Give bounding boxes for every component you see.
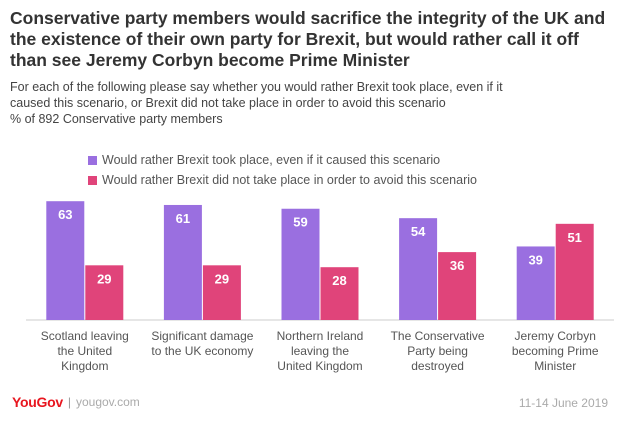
value-label-series-2-cat-5: 51 (567, 230, 581, 245)
category-label-line: destroyed (411, 359, 464, 373)
category-label-line: United Kingdom (277, 359, 362, 373)
subtitle-line-1: For each of the following please say whe… (10, 80, 503, 94)
category-label-line: Significant damage (151, 329, 253, 343)
category-label-4: The Conservative Party being destroyed (391, 329, 485, 373)
category-label-line: to the UK economy (151, 344, 253, 358)
value-label-series-2-cat-2: 29 (215, 271, 229, 286)
value-label-series-1-cat-3: 59 (293, 215, 307, 230)
value-label-series-2-cat-1: 29 (97, 271, 111, 286)
category-label-line: becoming Prime (512, 344, 599, 358)
value-label-series-2-cat-4: 36 (450, 258, 464, 273)
category-label-line: Jeremy Corbyn (515, 329, 596, 343)
category-label-line: Kingdom (61, 359, 108, 373)
bar-series-1-cat-4 (399, 218, 438, 320)
legend-label-series-2: Would rather Brexit did not take place i… (102, 173, 477, 187)
footer-url: yougov.com (75, 395, 140, 409)
category-label-line: leaving the (291, 344, 349, 358)
category-label-line: Minister (534, 359, 576, 373)
category-label-line: The Conservative (391, 329, 485, 343)
legend-label-series-1: Would rather Brexit took place, even if … (102, 153, 441, 167)
legend-swatch-series-1 (88, 155, 97, 165)
bar-series-2-cat-2 (202, 265, 241, 320)
footer-brand: YouGov | yougov.com (12, 394, 140, 410)
category-label-1: Scotland leaving the United Kingdom (41, 329, 129, 373)
value-label-series-1-cat-4: 54 (411, 224, 426, 239)
category-label-3: Northern Ireland leaving the United Kingdo… (277, 329, 364, 373)
bar-series-1-cat-2 (163, 204, 202, 320)
footer-date: 11-14 June 2019 (518, 396, 608, 410)
category-label-line: Scotland leaving (41, 329, 129, 343)
subtitle-line-2: caused this scenario, or Brexit did not … (10, 96, 446, 110)
legend-item-series-1: Would rather Brexit took place, even if … (88, 150, 477, 170)
legend-item-series-2: Would rather Brexit did not take place i… (88, 170, 477, 190)
bar-series-2-cat-1 (85, 265, 124, 320)
category-label-2: Significant damage to the UK economy (151, 329, 253, 358)
footer-separator: | (67, 395, 71, 409)
value-label-series-1-cat-5: 39 (528, 252, 542, 267)
chart-legend: Would rather Brexit took place, even if … (88, 150, 477, 190)
category-label-line: Northern Ireland (277, 329, 364, 343)
chart-title: Conservative party members would sacrifi… (10, 8, 606, 70)
category-label-5: Jeremy Corbyn becoming Prime Minister (512, 329, 599, 373)
legend-swatch-series-2 (88, 175, 97, 185)
category-label-line: the United (57, 344, 112, 358)
chart-subtitle: For each of the following please say whe… (10, 79, 618, 127)
category-label-line: Party being (407, 344, 468, 358)
bar-series-2-cat-4 (438, 252, 477, 320)
bar-series-1-cat-1 (46, 201, 85, 320)
bar-series-2-cat-3 (320, 267, 359, 320)
bar-series-2-cat-5 (555, 223, 594, 320)
value-label-series-1-cat-1: 63 (58, 207, 72, 222)
bar-series-1-cat-5 (516, 246, 555, 320)
value-label-series-1-cat-2: 61 (176, 211, 190, 226)
value-label-series-2-cat-3: 28 (332, 273, 346, 288)
subtitle-line-3: % of 892 Conservative party members (10, 112, 223, 126)
bar-series-1-cat-3 (281, 208, 320, 320)
yougov-logo: YouGov (12, 394, 63, 410)
